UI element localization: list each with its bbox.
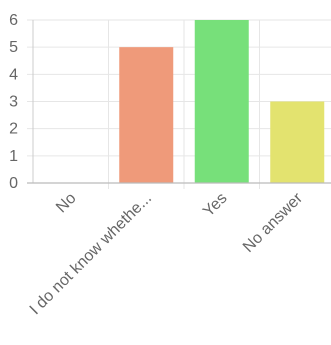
bar-2 [194,20,249,183]
bars [119,20,325,183]
y-tick-label-3: 3 [9,94,18,111]
grid [27,19,331,189]
y-tick-label-6: 6 [9,12,18,29]
x-tick-label-2: Yes [200,190,230,220]
y-tick-label-4: 4 [9,66,18,83]
y-tick-label-2: 2 [9,121,18,138]
bar-3 [270,101,325,183]
x-tick-label-0: No [53,190,80,217]
axes [27,20,331,184]
x-tick-label-3: No answer [240,189,307,256]
x-tick-label-1: I do not know whethe... [27,190,155,318]
x-tick-labels: NoI do not know whethe... Yes No answer [27,189,307,318]
y-tick-label-5: 5 [9,39,18,56]
y-tick-label-1: 1 [9,148,18,165]
y-tick-label-0: 0 [9,175,18,192]
bar-1 [119,47,174,183]
y-tick-labels: 0 1 2 3 4 5 6 [9,12,18,192]
